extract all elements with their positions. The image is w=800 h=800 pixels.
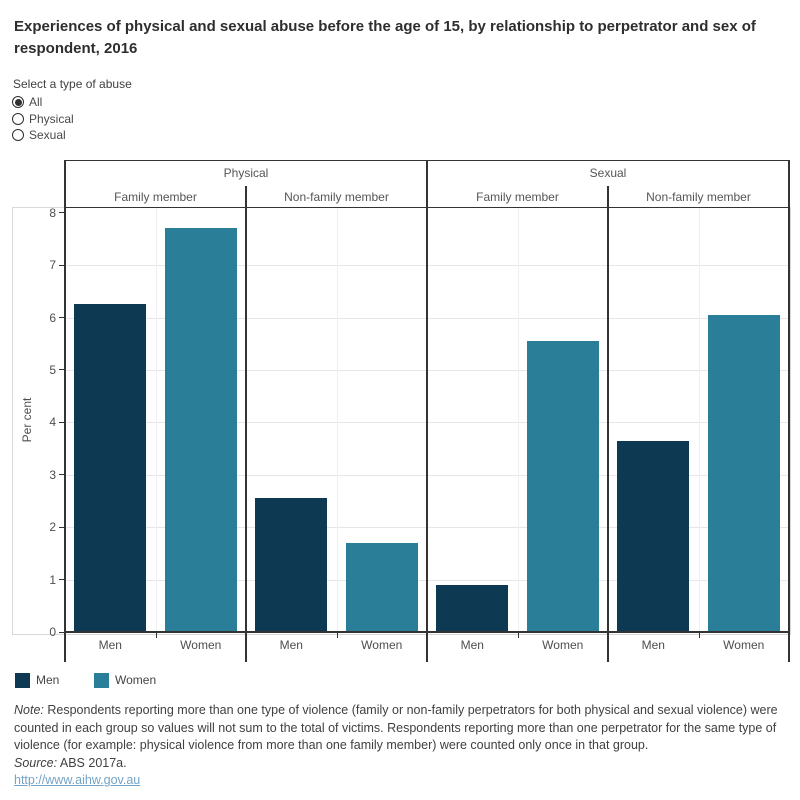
bar-sexual-family-member-women[interactable]: [526, 341, 599, 632]
bar-physical-family-member-men[interactable]: [74, 304, 147, 632]
x-category-label-women: Women: [361, 638, 403, 652]
x-category-label-women: Women: [542, 638, 584, 652]
radio-label-all: All: [29, 95, 43, 109]
legend-label-women[interactable]: Women: [115, 673, 157, 687]
x-category-label-women: Women: [180, 638, 222, 652]
bar-sexual-non-family-member-men[interactable]: [617, 440, 690, 632]
y-axis-tick: [59, 526, 65, 528]
bar-sexual-non-family-member-women[interactable]: [707, 314, 780, 632]
radio-icon-sexual[interactable]: [12, 129, 24, 141]
footer: Note: Respondents reporting more than on…: [14, 702, 792, 790]
column-header-non-family-member-1: Non-family member: [284, 190, 389, 204]
x-category-label-men: Men: [98, 638, 122, 652]
y-axis-title: Per cent: [20, 397, 34, 443]
column-header-sexual: Sexual: [589, 166, 627, 180]
radio-label-sexual: Sexual: [29, 128, 66, 142]
cell-divider-light: [698, 208, 700, 632]
source-text: ABS 2017a.: [57, 755, 127, 770]
radio-option-physical[interactable]: Physical: [12, 111, 74, 127]
panel-border: [426, 160, 428, 662]
x-category-label-men: Men: [641, 638, 665, 652]
bar-physical-non-family-member-women[interactable]: [345, 542, 418, 632]
y-tick-label-1: 1: [49, 572, 56, 587]
radio-option-all[interactable]: All: [12, 94, 42, 110]
y-axis-tick: [59, 421, 65, 423]
filter-label: Select a type of abuse: [13, 77, 132, 91]
column-header-family-member-1: Family member: [114, 190, 197, 204]
y-tick-label-3: 3: [49, 467, 56, 482]
radio-icon-physical[interactable]: [12, 113, 24, 125]
y-tick-label-4: 4: [49, 415, 56, 430]
x-axis-tick: [698, 632, 700, 638]
radio-icon-all[interactable]: [12, 96, 24, 108]
note-text: Respondents reporting more than one type…: [14, 703, 778, 752]
cell-divider-light: [336, 208, 338, 632]
y-axis-tick: [59, 579, 65, 581]
y-axis-tick: [59, 212, 65, 214]
y-axis-tick: [59, 369, 65, 371]
x-axis-tick: [517, 632, 519, 638]
cell-divider-light: [517, 208, 519, 632]
x-axis-tick: [155, 632, 157, 638]
aihw-link[interactable]: http://www.aihw.gov.au: [14, 773, 141, 787]
cell-divider-light: [155, 208, 157, 632]
source-label: Source:: [14, 755, 58, 770]
y-tick-label-8: 8: [49, 205, 56, 220]
legend-label-men[interactable]: Men: [36, 673, 60, 687]
column-header-family-member-2: Family member: [476, 190, 559, 204]
footnote: Note: Respondents reporting more than on…: [14, 702, 792, 755]
source: Source: ABS 2017a.: [14, 755, 792, 773]
y-axis-tick: [59, 317, 65, 319]
legend-swatch-men[interactable]: [15, 673, 30, 688]
x-axis-tick: [336, 632, 338, 638]
radio-option-sexual[interactable]: Sexual: [12, 127, 66, 143]
y-tick-label-0: 0: [49, 625, 56, 639]
y-tick-label-6: 6: [49, 310, 56, 325]
report-title: Experiences of physical and sexual abuse…: [14, 18, 756, 57]
bar-physical-non-family-member-men[interactable]: [255, 498, 328, 632]
column-header-physical: Physical: [223, 166, 269, 180]
y-tick-label-7: 7: [49, 258, 56, 273]
y-axis-tick: [59, 474, 65, 476]
column-header-non-family-member-2: Non-family member: [646, 190, 751, 204]
bar-sexual-family-member-men[interactable]: [436, 584, 509, 632]
y-tick-label-5: 5: [49, 362, 56, 377]
x-category-label-men: Men: [460, 638, 484, 652]
x-category-label-men: Men: [279, 638, 303, 652]
note-label: Note:: [14, 703, 44, 717]
panel-border: [64, 160, 66, 662]
panel-border: [788, 160, 790, 662]
pane-divider: [245, 186, 247, 662]
legend-swatch-women[interactable]: [94, 673, 109, 688]
y-tick-label-2: 2: [49, 520, 56, 535]
radio-label-physical: Physical: [29, 112, 74, 126]
y-axis-tick: [59, 631, 65, 633]
y-axis-tick: [59, 264, 65, 266]
bar-physical-family-member-women[interactable]: [164, 228, 237, 632]
pane-divider: [607, 186, 609, 662]
x-category-label-women: Women: [723, 638, 765, 652]
